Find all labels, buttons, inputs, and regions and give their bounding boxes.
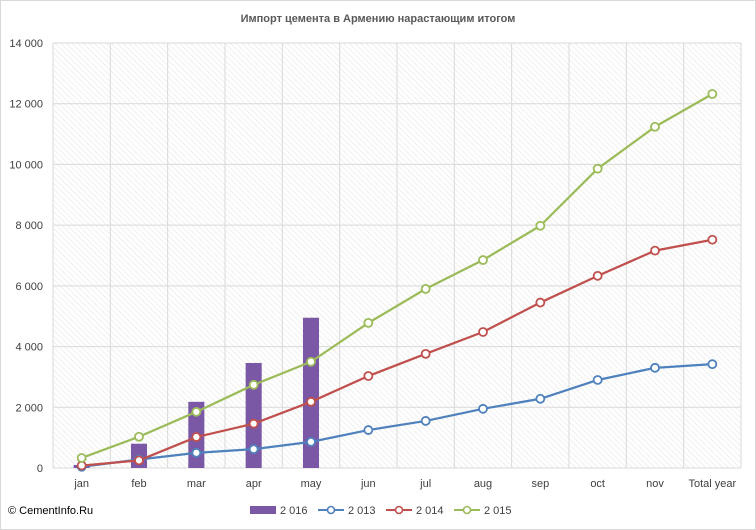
data-point [650,121,660,132]
data-point [420,283,431,294]
data-point [592,163,603,174]
x-tick-label: may [301,478,322,490]
y-tick-label: 6 000 [15,281,43,293]
data-point [535,297,546,308]
data-point [76,453,87,463]
legend-marker [326,505,336,515]
legend-swatch [250,506,276,514]
data-point [363,371,374,381]
y-tick-label: 4 000 [15,342,43,354]
data-point [191,406,202,417]
legend-label: 2 014 [416,505,444,517]
series-line [81,363,713,468]
data-point [420,416,431,426]
grid [52,42,742,469]
line-series [76,89,718,472]
source-label: © CementInfo.Ru [8,505,93,517]
data-point [420,348,431,359]
legend-label: 2 015 [484,505,512,517]
y-tick-label: 10 000 [9,159,43,171]
x-tick-label: jul [419,478,431,490]
x-tick-label: apr [246,478,262,490]
data-point [650,245,660,256]
x-tick-label: sep [531,478,549,490]
y-tick-label: 0 [37,463,43,475]
legend-marker [462,505,472,515]
data-point [592,375,603,385]
x-tick-label: nov [646,478,664,490]
data-point [248,379,259,390]
x-tick-label: oct [590,478,605,490]
data-point [191,447,202,458]
bar [302,317,320,468]
data-point [134,455,144,466]
data-point [363,317,374,328]
data-point [707,234,718,245]
data-point [478,403,488,414]
x-tick-label: jun [360,478,376,490]
data-point [707,89,718,99]
x-tick-label: feb [131,478,146,490]
x-tick-label: jan [73,478,89,490]
data-point [535,393,546,404]
chart-title: Импорт цемента в Армению нарастающим ито… [241,13,516,25]
bar [245,362,262,468]
data-point [592,270,603,281]
x-tick-label: aug [474,478,492,490]
legend-label: 2 013 [348,505,376,517]
series-line [81,238,713,467]
data-point [306,436,316,447]
data-point [650,362,660,373]
data-point [535,220,546,231]
y-axis: 0 2 000 4 000 6 000 8 000 10 000 12 000 14 000 [9,38,43,475]
data-point [363,425,374,435]
data-point [191,432,202,442]
y-tick-label: 14 000 [9,38,43,50]
y-tick-label: 8 000 [15,220,43,232]
x-tick-label: Total year [688,478,736,490]
series-line [81,93,713,460]
legend-marker [394,505,404,515]
data-point [306,396,316,407]
data-point [248,418,259,429]
data-point [478,255,488,265]
data-point [306,356,316,367]
x-axis: jan feb mar apr may jun jul aug sep oct nov Total y… [73,478,736,490]
data-point [248,444,259,455]
data-point [707,359,718,370]
data-point [478,327,488,337]
legend: 2 016 2 013 2 014 2 015 [250,505,512,517]
legend-label: 2 016 [280,505,308,517]
y-tick-label: 2 000 [15,402,43,414]
data-point [134,431,144,442]
x-tick-label: mar [187,478,206,490]
y-tick-label: 12 000 [9,99,43,111]
